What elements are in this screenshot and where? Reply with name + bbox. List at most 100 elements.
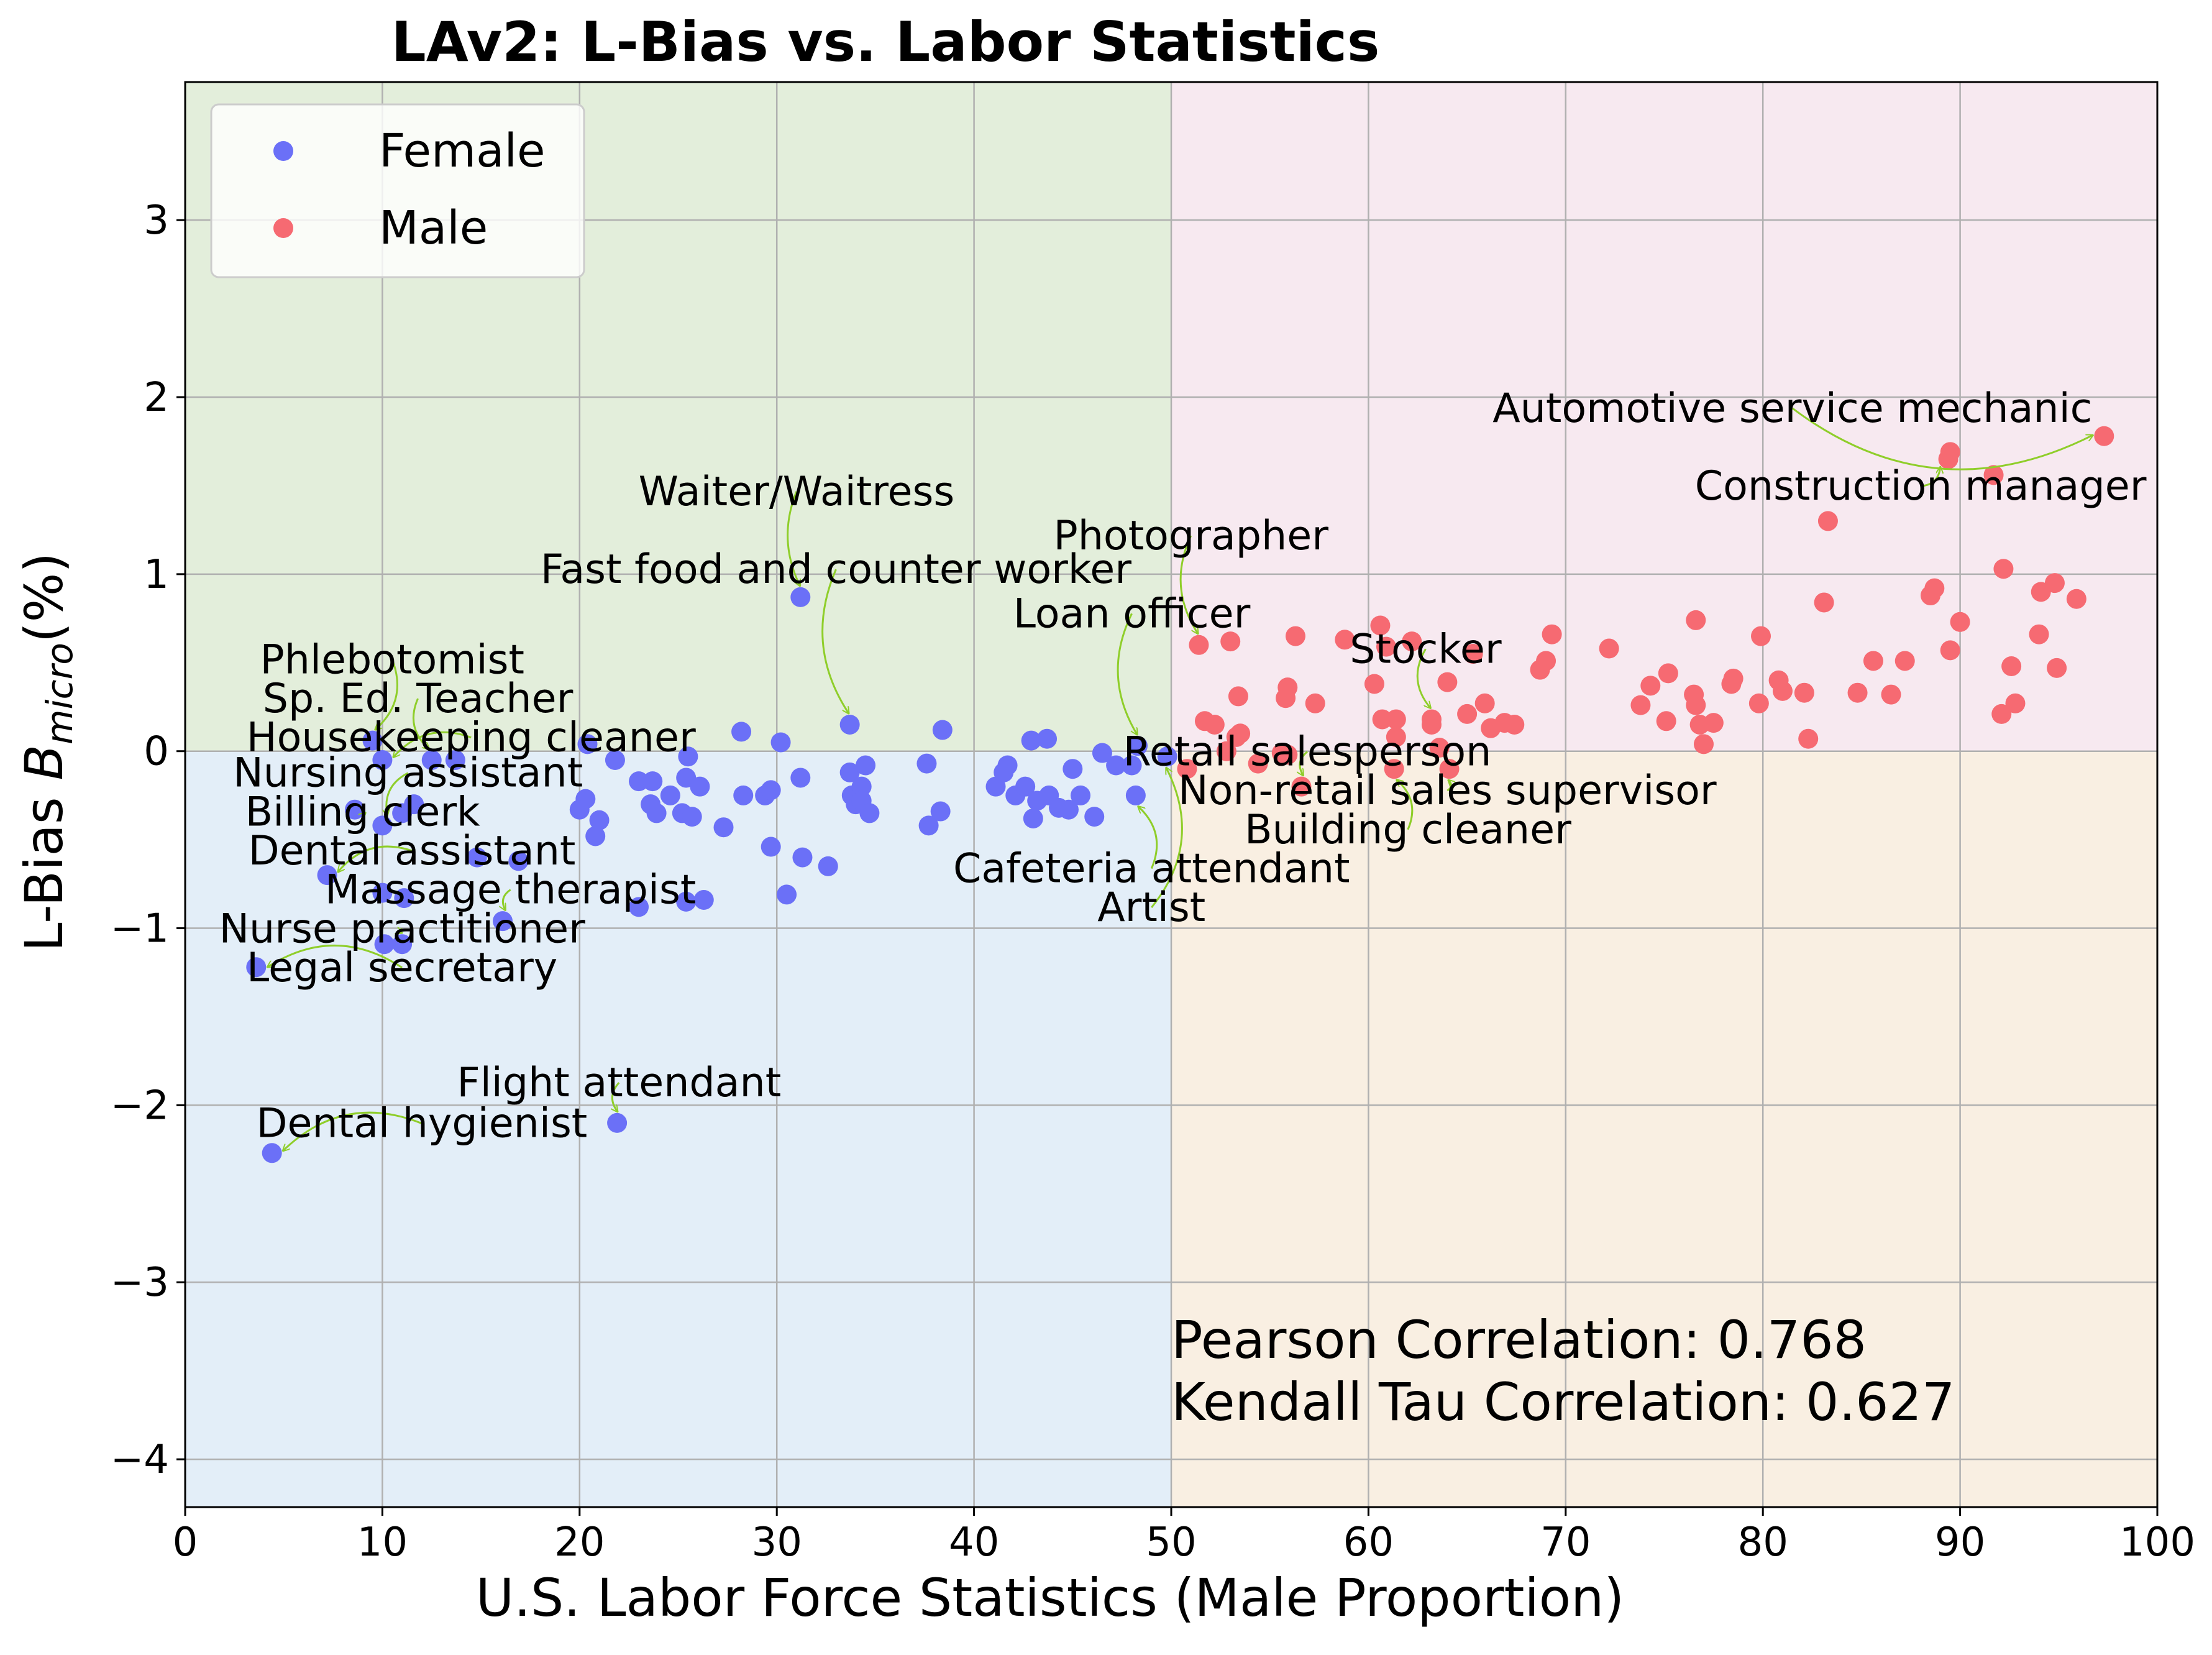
point-female: [589, 810, 610, 830]
point-female: [1037, 728, 1058, 749]
point-male: [1189, 635, 1209, 655]
point-male: [1920, 585, 1940, 606]
point-female: [372, 815, 393, 836]
point-male: [1950, 612, 1970, 632]
point-female: [777, 884, 797, 905]
y-tick-label: 1: [144, 552, 169, 598]
point-male: [1721, 674, 1742, 694]
point-female: [467, 847, 487, 868]
point-male: [1686, 610, 1706, 630]
point-female: [918, 815, 939, 836]
correlation-text: Pearson Correlation: 0.768 Kendall Tau C…: [1171, 1309, 1955, 1433]
point-female: [246, 957, 267, 978]
point-female: [1084, 807, 1105, 827]
point-male: [2031, 582, 2051, 602]
point-male: [1863, 651, 1883, 671]
annotation-label: Billing clerk: [245, 789, 480, 835]
x-tick-label: 60: [1343, 1520, 1394, 1566]
annotation-arrow: [1416, 648, 1430, 708]
point-female: [851, 776, 872, 797]
annotation-label: Dental assistant: [249, 828, 576, 874]
point-male: [1364, 674, 1384, 694]
point-male: [1794, 682, 1814, 703]
x-tick-label: 50: [1146, 1520, 1196, 1566]
point-male: [1457, 704, 1478, 724]
y-tick-label: −1: [111, 906, 169, 952]
x-tick-label: 80: [1737, 1520, 1788, 1566]
point-male: [1894, 651, 1915, 671]
point-male: [1230, 723, 1251, 744]
annotation-arrow: [338, 845, 413, 872]
annotation-arrow: [386, 772, 409, 815]
annotation-arrow: [283, 1111, 423, 1151]
legend-label-female: Female: [379, 124, 546, 178]
chart-title: LAv2: L-Bias vs. Labor Statistics: [391, 10, 1380, 74]
point-male: [1474, 693, 1495, 713]
annotation-arrow: [1151, 768, 1183, 909]
x-tick-label: 30: [751, 1520, 802, 1566]
annotation-label: Dental hygienist: [256, 1101, 587, 1147]
point-male: [1463, 644, 1483, 664]
quadrant-bottom-right: [1171, 751, 2157, 1507]
annotation-arrow: [400, 928, 402, 933]
annotation-arrow: [375, 659, 398, 730]
point-female: [421, 750, 442, 770]
point-male: [1291, 776, 1312, 797]
point-female: [317, 865, 337, 886]
y-tick-label: −2: [111, 1083, 169, 1129]
point-male: [1693, 734, 1714, 754]
point-female: [1023, 808, 1043, 828]
point-female: [642, 771, 663, 792]
annotation-label: Photographer: [1054, 513, 1329, 559]
point-female: [577, 734, 598, 754]
point-female: [262, 1143, 282, 1163]
point-female: [930, 801, 951, 822]
legend: Female Male: [210, 103, 585, 278]
point-female: [790, 587, 811, 607]
annotation-label: Cafeteria attendant: [953, 845, 1350, 892]
point-female: [839, 762, 860, 782]
point-female: [682, 807, 702, 827]
point-male: [1881, 684, 1901, 705]
point-male: [1630, 695, 1651, 715]
point-female: [690, 776, 710, 797]
y-tick-label: 0: [144, 729, 169, 775]
point-female: [678, 746, 698, 767]
annotation-label: Fast food and counter worker: [541, 546, 1131, 593]
point-female: [932, 720, 953, 740]
annotation-label: Building cleaner: [1245, 807, 1571, 853]
y-axis-label: L-Bias Bmicro(%): [14, 552, 81, 951]
y-tick-label: −3: [111, 1260, 169, 1306]
quadrant-bottom-left: [185, 751, 1171, 1507]
point-male: [1847, 682, 1868, 703]
point-male: [1599, 638, 1619, 659]
point-male: [1748, 693, 1769, 713]
point-female: [1157, 746, 1177, 767]
point-male: [1504, 714, 1525, 735]
annotation-arrow: [1920, 467, 1940, 487]
point-female: [569, 799, 590, 820]
point-male: [2001, 656, 2022, 676]
point-male: [1216, 741, 1236, 761]
point-male: [1421, 709, 1442, 730]
annotation-label: Automotive service mechanic: [1492, 385, 2092, 432]
point-female: [994, 762, 1014, 782]
point-male: [2047, 658, 2067, 678]
point-female: [1128, 736, 1148, 756]
point-female: [372, 750, 393, 770]
point-female: [1125, 785, 1146, 805]
point-female: [1106, 755, 1127, 776]
legend-marker-male: [273, 218, 293, 238]
x-tick-label: 0: [173, 1520, 198, 1566]
x-tick-label: 40: [949, 1520, 999, 1566]
legend-box: [210, 103, 585, 278]
annotation-arrow: [612, 1082, 620, 1112]
annotation-label: Stocker: [1350, 626, 1502, 672]
point-male: [1814, 592, 1834, 613]
point-male: [1542, 624, 1562, 644]
y-tick-label: 3: [144, 198, 169, 244]
annotation-arrow: [787, 491, 800, 586]
point-male: [1703, 713, 1724, 733]
point-female: [733, 785, 754, 805]
x-tick-label: 10: [357, 1520, 408, 1566]
